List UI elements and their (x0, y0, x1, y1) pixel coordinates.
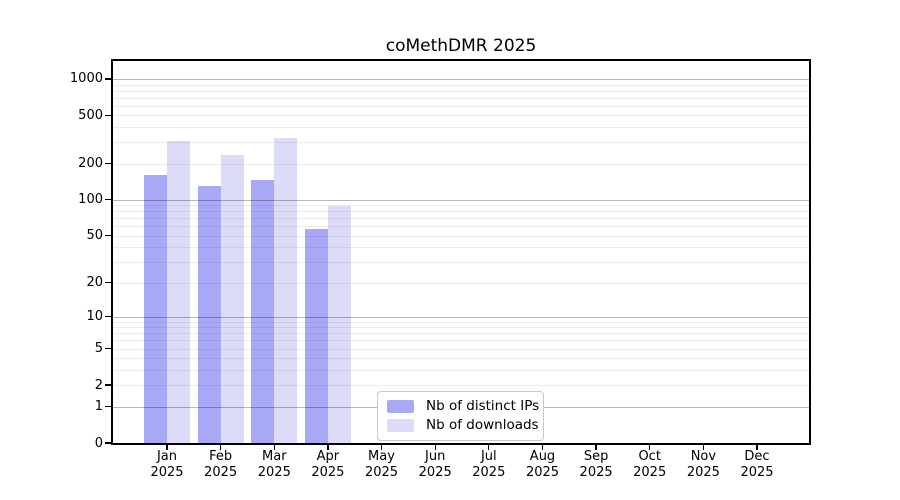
y-tick-label-100: 100 (78, 192, 103, 208)
x-tick-label-oct: Oct 2025 (633, 449, 667, 480)
x-axis-tick-oct (649, 445, 651, 450)
x-axis-tick-dec (756, 445, 758, 450)
y-axis-tick-0 (105, 442, 111, 444)
x-tick-label-dec: Dec 2025 (740, 449, 774, 480)
x-tick-label-jul: Jul 2025 (472, 449, 506, 480)
x-tick-label-nov: Nov 2025 (686, 449, 720, 480)
x-tick-label-apr: Apr 2025 (311, 449, 345, 480)
y-axis-tick-20 (105, 281, 111, 284)
plot-area (111, 59, 811, 445)
y-tick-label-10: 10 (86, 309, 103, 325)
legend: Nb of distinct IPs Nb of downloads (377, 391, 544, 441)
y-axis-tick-2 (105, 384, 111, 386)
x-tick-label-feb: Feb 2025 (204, 449, 238, 480)
y-tick-label-20: 20 (86, 275, 103, 291)
legend-item-distinct-ips: Nb of distinct IPs (387, 397, 539, 416)
bar-downloads-apr (327, 206, 351, 443)
chart-title: coMethDMR 2025 (385, 36, 537, 56)
legend-swatch-distinct-ips (387, 400, 414, 413)
legend-label-downloads: Nb of downloads (426, 417, 539, 433)
x-tick-label-mar: Mar 2025 (257, 449, 291, 480)
bar-downloads-mar (274, 138, 298, 443)
y-axis-tick-200 (105, 162, 111, 165)
bars-layer (113, 61, 809, 443)
x-tick-label-may: May 2025 (364, 449, 399, 480)
y-axis-tick-1 (105, 405, 111, 408)
x-axis-tick-jun (434, 445, 436, 450)
y-tick-label-500: 500 (78, 107, 103, 123)
x-axis-tick-apr (327, 445, 329, 450)
y-axis-tick-500 (105, 114, 111, 117)
x-tick-label-aug: Aug 2025 (525, 449, 560, 480)
x-tick-label-jun: Jun 2025 (418, 449, 452, 480)
y-tick-label-0: 0 (94, 435, 103, 451)
y-tick-label-1: 1 (94, 399, 103, 414)
y-axis-tick-10 (105, 315, 111, 318)
y-axis-tick-100 (105, 199, 111, 201)
x-axis-tick-sep (595, 445, 597, 450)
x-tick-label-sep: Sep 2025 (579, 449, 613, 480)
y-tick-label-5: 5 (94, 341, 103, 357)
bar-distinct-ips-apr (304, 229, 328, 443)
x-tick-label-jan: Jan 2025 (150, 449, 184, 480)
x-axis-tick-mar (273, 445, 275, 450)
y-axis-tick-5 (105, 347, 111, 350)
x-axis-tick-feb (219, 445, 222, 450)
y-axis-tick-50 (105, 235, 111, 237)
y-tick-label-1000: 1000 (69, 71, 103, 87)
legend-item-downloads: Nb of downloads (387, 416, 539, 435)
bar-distinct-ips-jan (144, 175, 167, 443)
bar-downloads-feb (220, 155, 244, 443)
x-axis-tick-aug (541, 445, 544, 450)
x-axis-tick-jan (166, 445, 168, 450)
y-tick-label-2: 2 (94, 377, 103, 393)
bar-distinct-ips-feb (197, 186, 221, 443)
legend-label-distinct-ips: Nb of distinct IPs (426, 398, 540, 414)
x-axis-tick-nov (702, 445, 705, 450)
x-axis-tick-jul (488, 445, 490, 450)
legend-swatch-downloads (387, 419, 414, 432)
y-tick-label-200: 200 (78, 156, 103, 171)
y-tick-label-50: 50 (86, 228, 103, 244)
y-axis-tick-1000 (105, 78, 111, 80)
bar-distinct-ips-mar (251, 180, 275, 443)
bar-downloads-jan (167, 140, 190, 443)
x-axis-tick-may (380, 445, 383, 450)
